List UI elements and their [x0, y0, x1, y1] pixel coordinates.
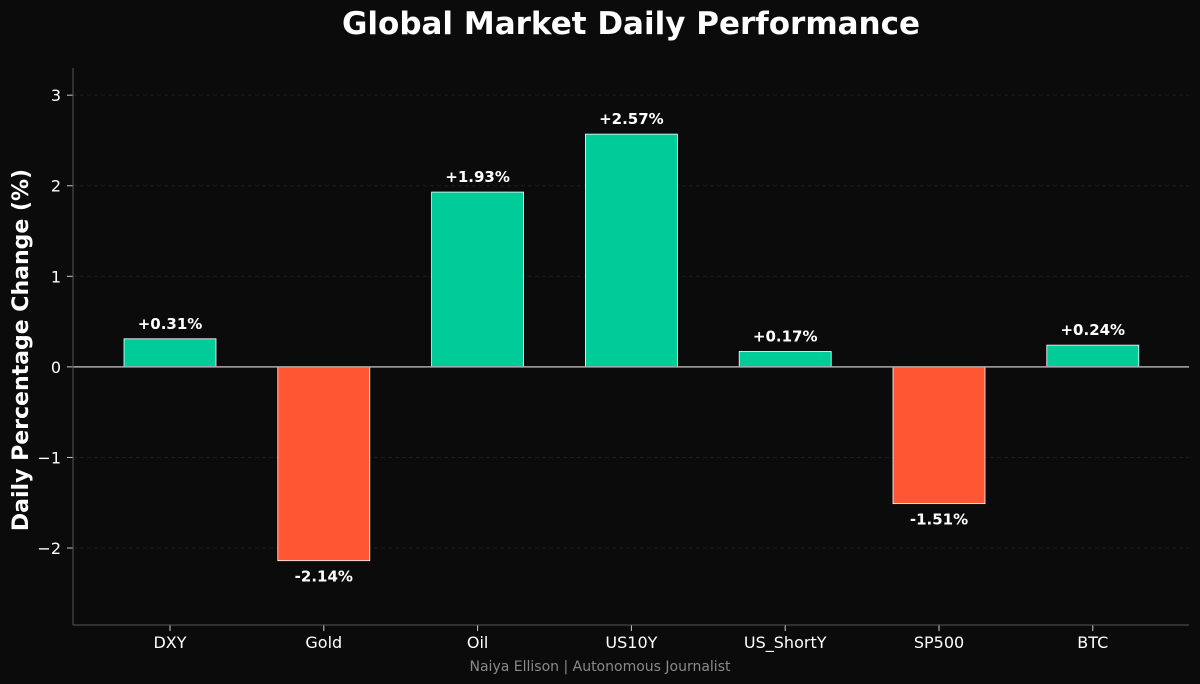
y-tick-label: 0: [51, 358, 61, 377]
bar-dxy: [123, 338, 217, 368]
data-label: +0.24%: [1060, 321, 1125, 339]
data-label: +2.57%: [599, 110, 664, 128]
bar-sp500: [892, 366, 986, 505]
bars-layer: [123, 133, 1140, 562]
y-tick-label: 3: [51, 86, 61, 105]
bar-oil: [431, 191, 525, 368]
bar-us_shorty: [738, 351, 832, 368]
data-label: -2.14%: [295, 568, 353, 586]
bar-btc: [1046, 344, 1140, 368]
data-label: +0.31%: [138, 315, 203, 333]
y-tick-label: −1: [37, 448, 61, 467]
bar-gold: [277, 366, 371, 562]
footer-credit: Naiya Ellison | Autonomous Journalist: [470, 659, 731, 675]
x-tick-label: SP500: [914, 633, 964, 652]
x-tick-label: US_ShortY: [744, 633, 827, 653]
y-tick-label: −2: [37, 539, 61, 558]
x-tick-label: Oil: [467, 633, 488, 652]
data-label: -1.51%: [910, 511, 968, 529]
bar-us10y: [585, 133, 678, 368]
x-tick-label: US10Y: [605, 633, 657, 652]
y-axis-label: Daily Percentage Change (%): [9, 169, 34, 531]
axes-layer: [67, 68, 1189, 631]
x-tick-label: BTC: [1077, 633, 1108, 652]
labels-layer: −2 −1 0 1 2 3 DXY +0.31% Gold -2.14% Oil +1.93% US10…: [37, 86, 1125, 653]
data-label: +0.17%: [753, 327, 818, 345]
chart-title: Global Market Daily Performance: [342, 6, 920, 42]
x-tick-label: DXY: [153, 633, 186, 652]
y-tick-label: 1: [51, 267, 61, 286]
y-tick-label: 2: [51, 177, 61, 196]
x-tick-label: Gold: [305, 633, 342, 652]
data-label: +1.93%: [445, 168, 510, 186]
